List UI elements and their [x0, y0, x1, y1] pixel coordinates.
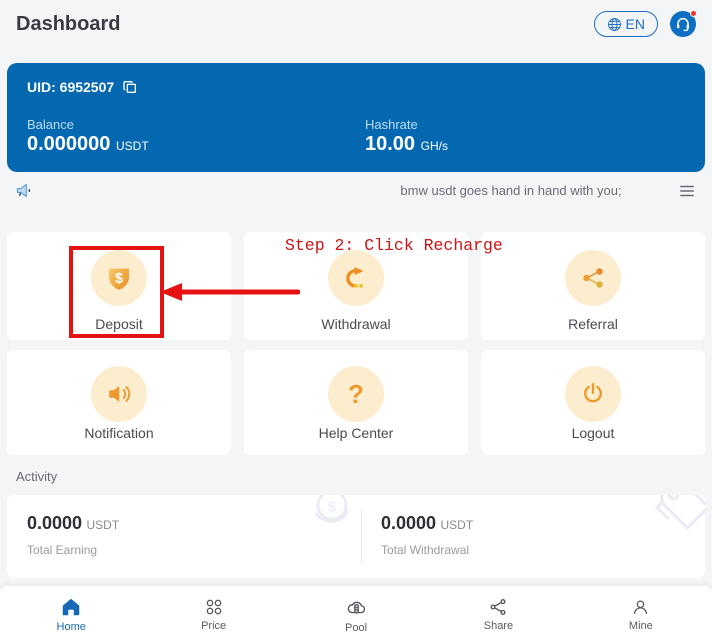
svg-text:$: $	[328, 499, 337, 516]
